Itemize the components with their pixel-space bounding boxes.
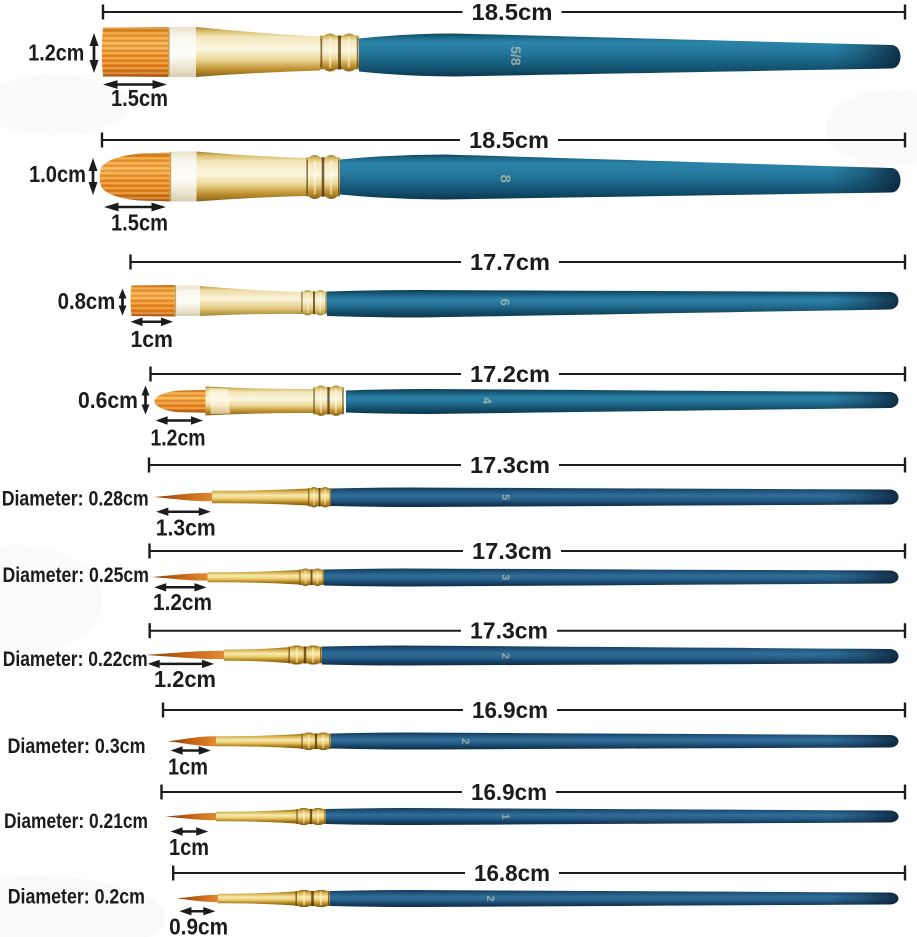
svg-text:18.5cm: 18.5cm [472, 0, 553, 25]
svg-text:17.3cm: 17.3cm [470, 452, 550, 478]
svg-text:18.5cm: 18.5cm [469, 127, 549, 153]
svg-text:4: 4 [480, 397, 494, 404]
svg-text:1.2cm: 1.2cm [154, 666, 216, 692]
svg-text:17.3cm: 17.3cm [470, 618, 548, 644]
svg-text:Diameter: 0.28cm: Diameter: 0.28cm [2, 488, 149, 511]
svg-text:2: 2 [459, 738, 471, 744]
svg-text:17.7cm: 17.7cm [470, 249, 550, 275]
svg-text:6: 6 [498, 299, 513, 306]
svg-text:16.9cm: 16.9cm [471, 779, 547, 805]
svg-text:Diameter: 0.22cm: Diameter: 0.22cm [3, 648, 148, 671]
svg-text:2: 2 [484, 895, 496, 901]
svg-text:1.3cm: 1.3cm [156, 515, 216, 541]
svg-text:0.6cm: 0.6cm [78, 387, 138, 413]
svg-text:Diameter: 0.21cm: Diameter: 0.21cm [4, 810, 148, 833]
svg-text:16.9cm: 16.9cm [472, 697, 548, 723]
svg-text:Diameter: 0.3cm: Diameter: 0.3cm [8, 735, 146, 758]
svg-text:1cm: 1cm [168, 754, 208, 780]
svg-text:Diameter: 0.2cm: Diameter: 0.2cm [8, 886, 145, 909]
svg-text:1.5cm: 1.5cm [111, 210, 168, 236]
svg-text:5/8: 5/8 [508, 46, 524, 66]
svg-text:1cm: 1cm [169, 834, 209, 860]
svg-text:0.8cm: 0.8cm [58, 288, 116, 314]
svg-text:1.0cm: 1.0cm [29, 161, 86, 187]
svg-text:1.2cm: 1.2cm [151, 425, 206, 451]
svg-text:2: 2 [499, 653, 511, 659]
svg-text:8: 8 [497, 174, 514, 182]
svg-text:17.2cm: 17.2cm [470, 361, 550, 387]
svg-text:17.3cm: 17.3cm [472, 538, 552, 564]
svg-text:5: 5 [499, 494, 511, 500]
svg-text:0.9cm: 0.9cm [169, 914, 228, 937]
svg-text:16.8cm: 16.8cm [474, 860, 550, 886]
svg-text:1.2cm: 1.2cm [28, 40, 84, 66]
svg-text:1.5cm: 1.5cm [111, 85, 168, 111]
svg-text:1cm: 1cm [130, 326, 173, 352]
svg-text:1: 1 [499, 813, 511, 819]
svg-text:1.2cm: 1.2cm [153, 589, 212, 615]
svg-text:3: 3 [499, 574, 511, 580]
svg-text:Diameter: 0.25cm: Diameter: 0.25cm [3, 564, 150, 587]
